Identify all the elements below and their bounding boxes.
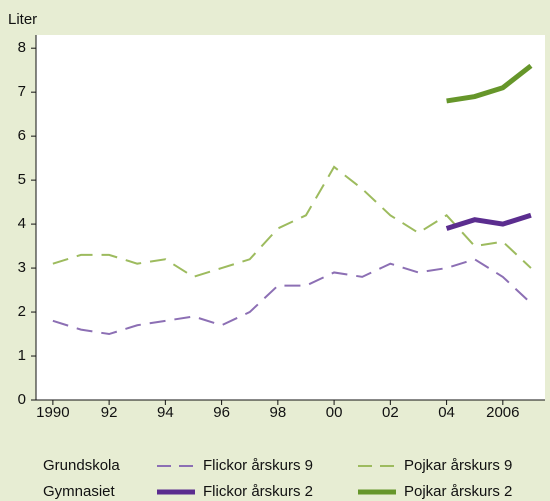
legend-label: Flickor årskurs 9 xyxy=(203,457,313,474)
series-line xyxy=(52,165,532,278)
y-tick-label: 4 xyxy=(18,215,26,232)
plot-area xyxy=(36,35,545,400)
y-tick-label: 5 xyxy=(18,171,26,188)
y-tick-label: 6 xyxy=(18,127,26,144)
series-line xyxy=(446,63,533,104)
x-tick-label: 94 xyxy=(157,404,174,421)
y-tick-label: 0 xyxy=(18,391,26,408)
legend-group-label: Gymnasiet xyxy=(43,483,116,500)
series-line xyxy=(52,258,532,336)
x-tick-label: 96 xyxy=(213,404,230,421)
x-tick-label: 00 xyxy=(326,404,343,421)
x-tick-label: 98 xyxy=(270,404,287,421)
legend-group-label: Grundskola xyxy=(43,457,120,474)
x-tick-label: 04 xyxy=(438,404,455,421)
x-tick-label: 2006 xyxy=(486,404,519,421)
y-tick-label: 7 xyxy=(18,83,26,100)
legend-label: Pojkar årskurs 2 xyxy=(404,483,512,500)
y-tick-label: 1 xyxy=(18,347,26,364)
y-tick-label: 2 xyxy=(18,303,26,320)
x-tick-label: 92 xyxy=(101,404,118,421)
legend-label: Flickor årskurs 2 xyxy=(203,483,313,500)
series-line xyxy=(445,212,532,231)
y-tick-label: 3 xyxy=(18,259,26,276)
y-axis-label: Liter xyxy=(8,11,37,28)
legend-label: Pojkar årskurs 9 xyxy=(404,457,512,474)
y-tick-label: 8 xyxy=(18,39,26,56)
x-tick-label: 1990 xyxy=(36,404,69,421)
x-tick-label: 02 xyxy=(382,404,399,421)
